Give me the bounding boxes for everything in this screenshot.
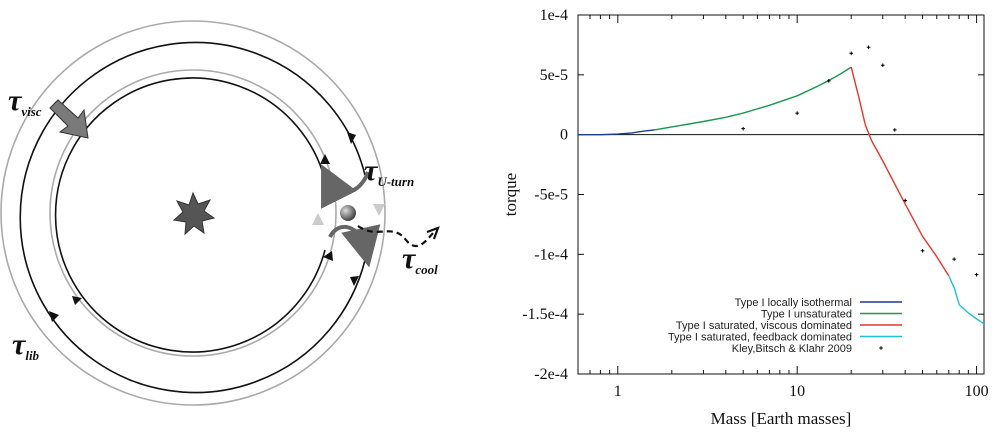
outer-horseshoe-orbit — [19, 41, 366, 394]
corotation-marker-left — [312, 213, 324, 225]
outer-disk-ring — [0, 20, 386, 406]
legend-label: Kley,Bitsch & Klahr 2009 — [732, 343, 852, 355]
u-turn-arrow-lower — [328, 224, 381, 268]
data-point — [795, 111, 799, 115]
corotation-marker-right — [373, 204, 385, 216]
data-point — [866, 45, 871, 50]
x-tick-label: 10 — [789, 383, 805, 400]
cooling-arrow — [357, 225, 435, 248]
x-axis-label: Mass [Earth masses] — [711, 409, 852, 428]
legend-label: Type I unsaturated — [761, 309, 852, 321]
planet — [340, 205, 356, 221]
orbit-arrowhead — [72, 296, 82, 305]
inner-horseshoe-orbit — [54, 77, 326, 353]
legend-label: Type I saturated, viscous dominated — [676, 320, 852, 332]
legend-label: Type I locally isothermal — [735, 297, 852, 309]
tau-visc-label: τvisc — [8, 84, 42, 119]
series-line-2 — [850, 66, 950, 277]
y-tick-label: -1e-4 — [534, 246, 568, 263]
tau-uturn-label: τU-turn — [364, 154, 414, 189]
orbit-arrowhead — [320, 154, 330, 164]
data-point — [849, 51, 853, 56]
data-point — [741, 126, 745, 131]
u-turn-arrow-upper — [321, 164, 370, 209]
data-point — [903, 198, 907, 203]
series-line-3 — [948, 275, 985, 325]
legend-label: Type I saturated, feedback dominated — [668, 332, 852, 344]
orbit-arrowhead — [347, 132, 356, 144]
y-tick-label: 1e-4 — [540, 7, 568, 24]
series-line-1 — [654, 66, 852, 131]
data-point — [892, 128, 897, 132]
orbit-arrowhead — [350, 276, 359, 286]
legend-swatch — [879, 346, 883, 350]
y-tick-label: 0 — [560, 127, 568, 144]
series-line-0 — [578, 129, 655, 136]
y-tick-label: -5e-5 — [534, 187, 568, 204]
data-point — [952, 257, 956, 261]
viscous-torque-arrow — [49, 99, 89, 139]
cooling-arrowhead — [426, 226, 440, 240]
y-tick-label: -2e-4 — [534, 366, 568, 383]
tau-cool-label: τcool — [402, 242, 438, 277]
y-tick-label: -1.5e-4 — [522, 306, 568, 323]
star-icon — [172, 191, 216, 236]
y-axis-label: torque — [501, 173, 520, 216]
orbit-arrowhead — [323, 251, 333, 261]
x-tick-label: 100 — [965, 383, 989, 400]
inner-disk-ring — [49, 69, 337, 357]
y-tick-label: 5e-5 — [540, 67, 568, 84]
torque-chart: 1e-4 5e-5 0 -5e-5 -1e-4 -1.5e-4 -2e-4 1 10 100 Mas… — [501, 7, 989, 428]
data-point — [880, 63, 885, 68]
x-tick-label: 1 — [614, 383, 622, 400]
data-point — [974, 272, 979, 277]
data-point — [920, 248, 925, 253]
tau-lib-label: τlib — [12, 328, 40, 363]
horseshoe-orbit-diagram: τvisc τU-turn τcool τlib — [0, 20, 440, 406]
orbit-arrowhead — [49, 311, 59, 322]
data-point — [826, 79, 831, 83]
